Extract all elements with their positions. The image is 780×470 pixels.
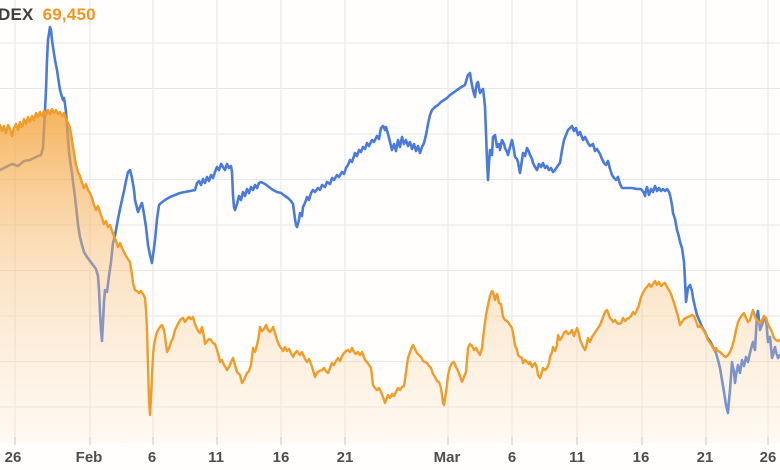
x-axis-label: Feb	[76, 449, 103, 466]
x-axis-label: 21	[337, 449, 354, 466]
x-axis-label: 16	[633, 449, 650, 466]
index-line-orange	[0, 107, 780, 417]
price-line-blue	[0, 25, 780, 415]
x-axis-label: 21	[697, 449, 714, 466]
x-axis-label: Mar	[434, 449, 461, 466]
x-axis-label: 11	[208, 449, 224, 466]
symbol-title: DEX 69,450	[0, 5, 96, 25]
x-axis-label: 6	[148, 449, 156, 466]
x-axis-label: 16	[273, 449, 290, 466]
x-axis-label: 11	[569, 449, 585, 466]
x-axis-label: 26	[5, 449, 22, 466]
symbol-last-price: 69,450	[42, 5, 96, 24]
symbol-name: DEX	[0, 5, 34, 24]
x-axis-label: 26	[760, 449, 777, 466]
index-area-fill	[0, 109, 780, 443]
x-axis-label: 6	[508, 449, 516, 466]
